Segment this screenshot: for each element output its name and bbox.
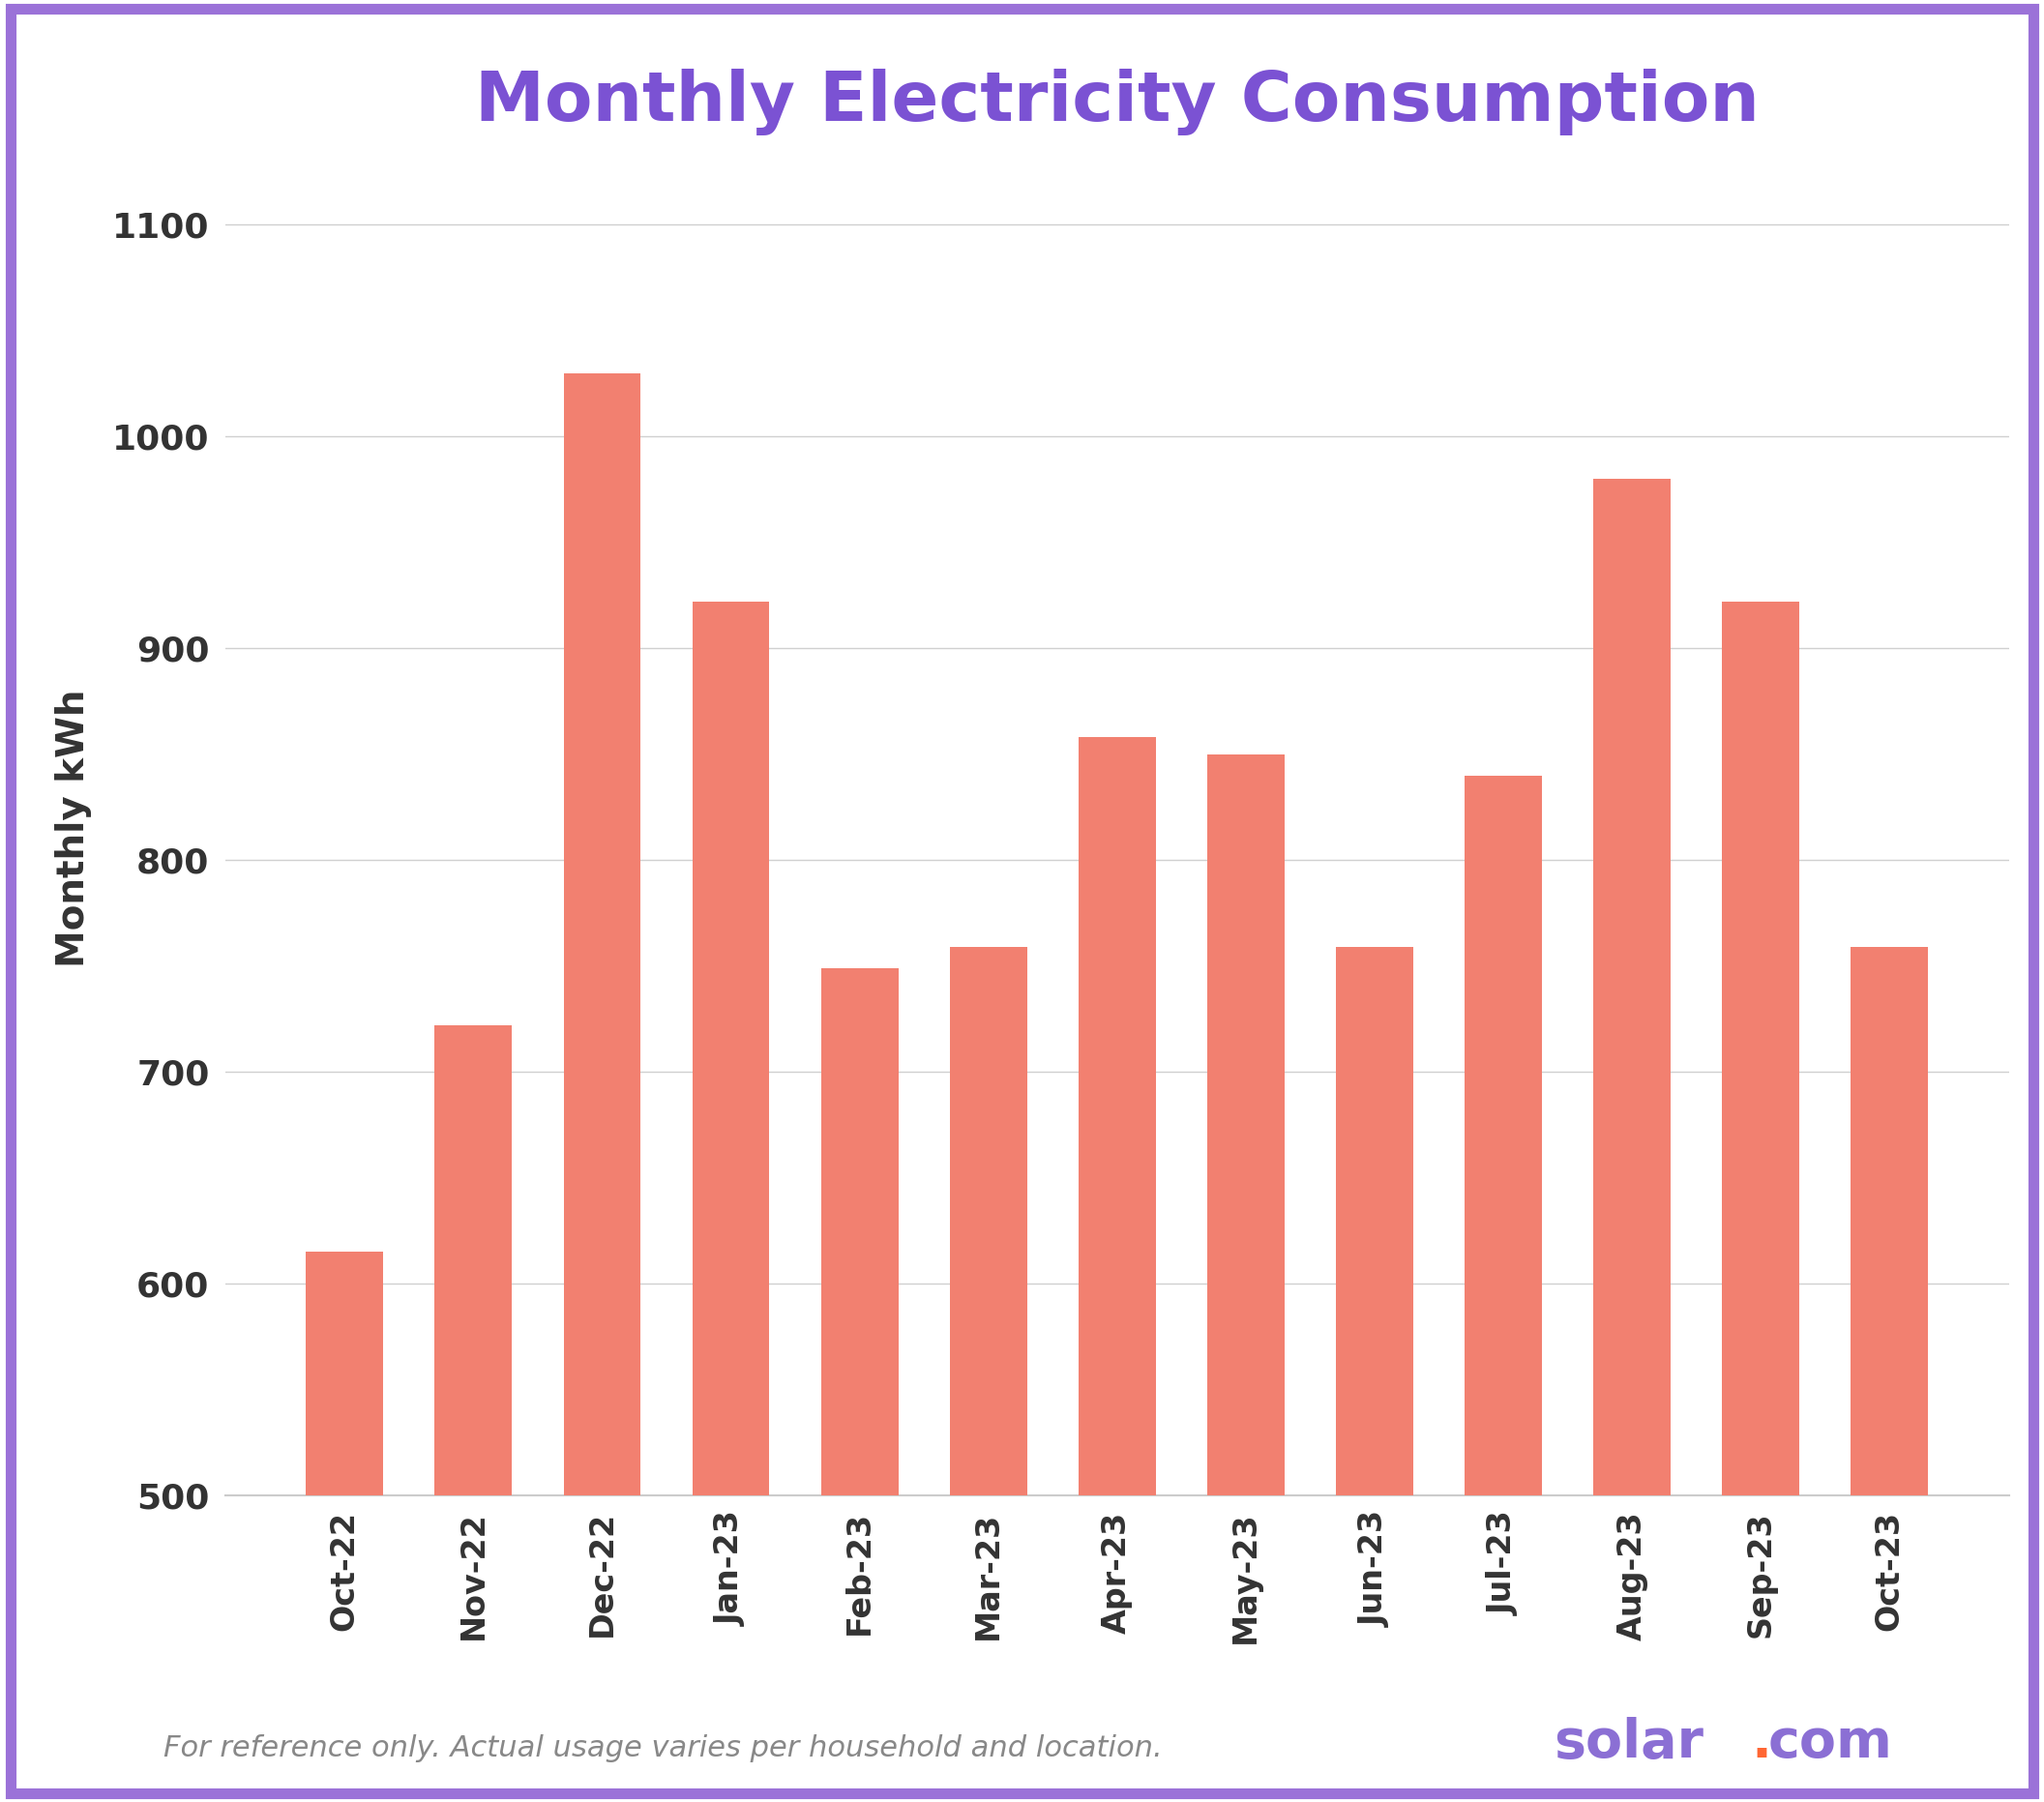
Text: For reference only. Actual usage varies per household and location.: For reference only. Actual usage varies … — [164, 1734, 1163, 1762]
Title: Monthly Electricity Consumption: Monthly Electricity Consumption — [474, 68, 1760, 135]
Text: com: com — [1768, 1717, 1893, 1770]
Bar — [1592, 479, 1670, 1802]
Bar — [822, 968, 897, 1802]
Bar — [307, 1252, 384, 1802]
Bar — [950, 948, 1026, 1802]
Bar — [435, 1025, 511, 1802]
Bar — [1850, 948, 1927, 1802]
Bar — [1208, 755, 1284, 1802]
Bar — [564, 373, 640, 1802]
Text: .: . — [1752, 1717, 1772, 1770]
Bar — [1721, 602, 1799, 1802]
Bar — [1337, 948, 1412, 1802]
Y-axis label: Monthly kWh: Monthly kWh — [55, 690, 92, 968]
Text: solar: solar — [1553, 1717, 1703, 1770]
Bar — [693, 602, 769, 1802]
Bar — [1466, 775, 1541, 1802]
Bar — [1079, 737, 1155, 1802]
